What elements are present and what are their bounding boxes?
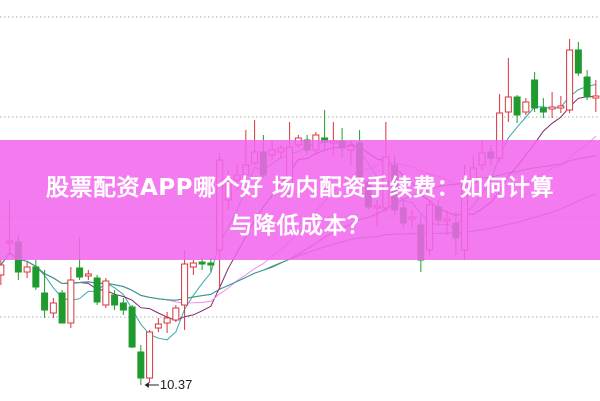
candle-down — [58, 292, 66, 324]
candle-down — [539, 107, 547, 113]
candle-up — [23, 266, 31, 273]
candle-down — [119, 302, 127, 311]
candle-down — [32, 266, 40, 288]
candle-up — [163, 317, 171, 324]
candle-down — [137, 351, 145, 379]
candle-up — [49, 302, 57, 314]
candle-up — [189, 262, 197, 268]
candle-up — [504, 96, 512, 113]
title-banner — [0, 140, 600, 260]
title-line-2: 与降低成本？ — [229, 213, 371, 239]
candle-up — [102, 280, 110, 306]
candle-up — [566, 49, 574, 111]
candle-down — [198, 261, 206, 265]
candle-up — [592, 95, 600, 99]
title-line-1: 股票配资APP哪个好 场内配资手续费：如何计算 — [45, 175, 555, 201]
candle-up — [522, 101, 530, 113]
candle-down — [93, 277, 101, 303]
candle-down — [513, 96, 521, 116]
candle-down — [574, 49, 582, 74]
candle-up — [181, 263, 189, 306]
candle-up — [172, 307, 180, 321]
candle-down — [128, 306, 136, 348]
candle-up — [548, 106, 556, 110]
candle-up — [84, 273, 92, 277]
candle-down — [531, 79, 539, 109]
candle-up — [67, 279, 75, 324]
candle-up — [146, 331, 154, 379]
candle-down — [207, 262, 215, 266]
candle-up — [154, 323, 162, 329]
min-price-label: 10.37 — [159, 377, 193, 392]
candle-down — [583, 76, 591, 98]
candle-down — [111, 294, 119, 306]
candle-down — [76, 267, 84, 278]
min-marker-arrowhead — [144, 382, 149, 388]
candle-down — [41, 292, 49, 311]
candle-up — [0, 264, 5, 276]
candle-up — [557, 105, 565, 109]
